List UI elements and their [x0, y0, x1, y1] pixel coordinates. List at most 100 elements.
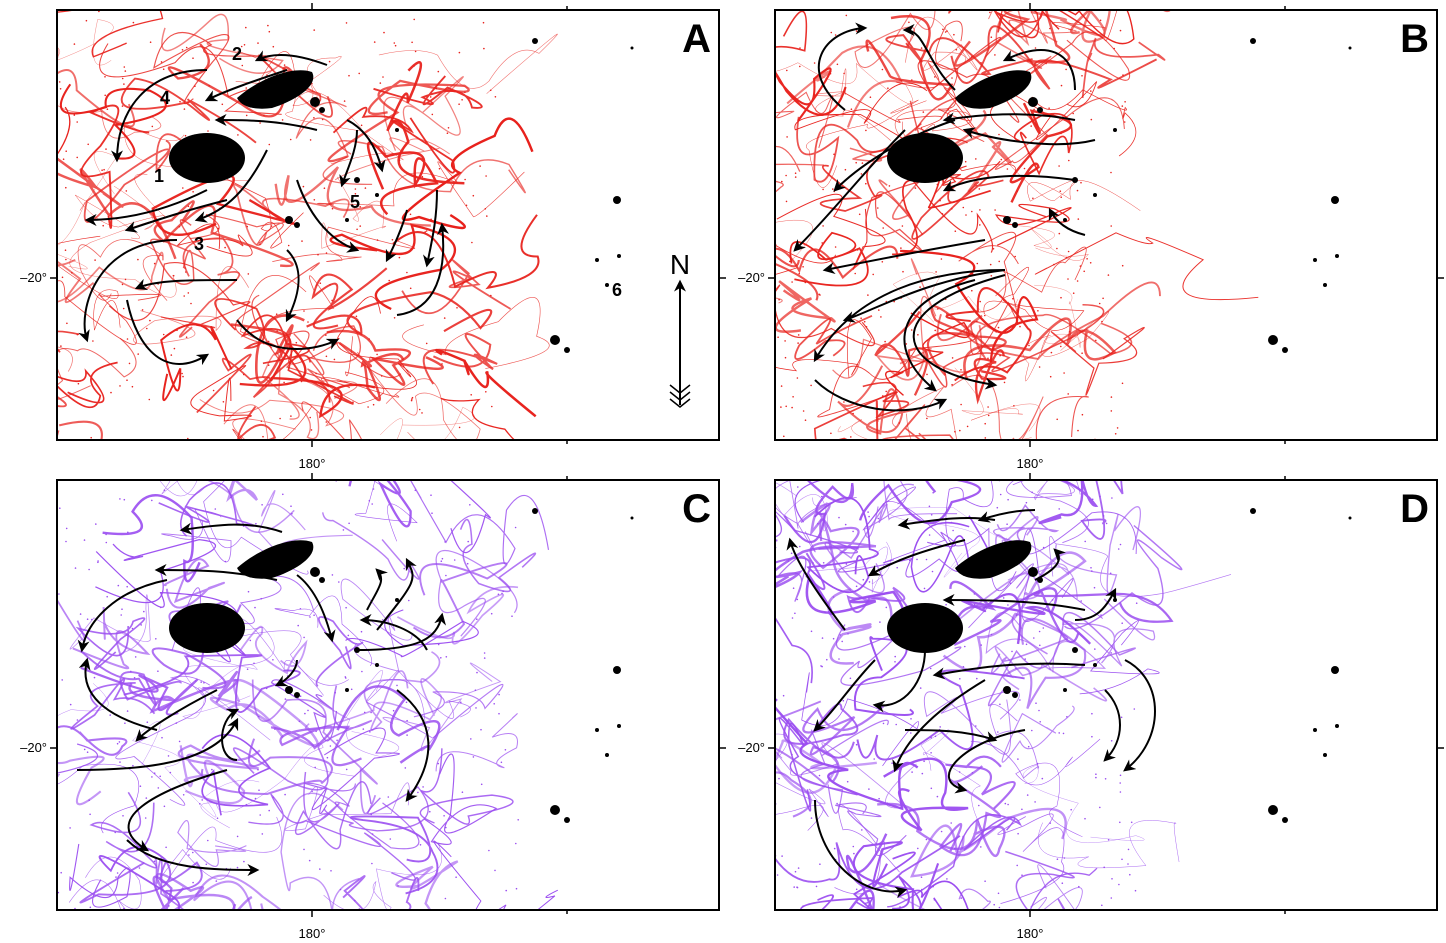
tracer-filament [167, 43, 304, 118]
tracer-dot [802, 266, 804, 268]
region-number: 2 [232, 44, 242, 64]
island [617, 254, 621, 258]
tracer-dot [818, 774, 821, 777]
tracer-filament [233, 685, 373, 791]
tracer-dot [438, 167, 441, 170]
tracer-dot [308, 859, 311, 862]
region-number: 6 [612, 280, 622, 300]
tracer-dot [284, 698, 287, 700]
tracer-filament [280, 792, 360, 910]
tracer-dot [74, 567, 77, 569]
island [345, 218, 349, 222]
tracer-filament [305, 782, 420, 850]
tracer-filament [205, 480, 295, 534]
tracer-dot [872, 273, 874, 276]
tracer-dot [474, 689, 477, 691]
tracer-dot [1102, 297, 1104, 300]
tracer-dot [812, 562, 814, 564]
tracer-dot [483, 652, 486, 654]
tracer-filament [802, 704, 885, 783]
tracer-dot [179, 100, 181, 103]
x-tick-label: 180° [1017, 926, 1044, 941]
tracer-dot [1058, 165, 1060, 167]
tracer-dot [1017, 758, 1019, 760]
tracer-filament [885, 34, 1033, 76]
tracer-dot [77, 382, 80, 385]
tracer-filament [321, 512, 420, 581]
tracer-filament [775, 280, 836, 333]
tracer-dot [951, 383, 953, 386]
tracer-dot [260, 597, 262, 600]
tracer-filament [163, 558, 225, 609]
tracer-filament [317, 670, 400, 757]
tracer-dot [980, 846, 982, 848]
flow-arrow [903, 279, 976, 392]
tracer-dot [998, 133, 1000, 136]
tracer-dot [1067, 278, 1069, 280]
tracer-dot [1123, 121, 1126, 123]
tracer-dot [187, 292, 190, 294]
island [550, 805, 560, 815]
tracer-dot [1027, 152, 1030, 154]
flow-arrow [396, 689, 430, 802]
tracer-dot [1012, 297, 1014, 300]
tracer-dot [833, 190, 836, 193]
tracer-dot [245, 26, 247, 29]
tracer-dot [498, 693, 500, 696]
tracer-filament [132, 721, 260, 818]
tracer-dot [445, 574, 447, 577]
tracer-dot [183, 295, 185, 297]
tracer-dot [86, 751, 89, 753]
tracer-dot [199, 803, 201, 805]
tracer-filament [189, 214, 287, 246]
tracer-dot [169, 771, 172, 774]
tracer-dot [65, 258, 67, 261]
tracer-dot [429, 96, 432, 98]
tracer-dot [411, 398, 413, 400]
tracer-filament [57, 235, 121, 331]
tracer-dot [387, 796, 390, 798]
tracer-dot [1121, 264, 1124, 267]
tracer-dot [74, 907, 76, 910]
tracer-dot [59, 88, 62, 90]
tracer-dot [362, 728, 365, 730]
tracer-dot [1019, 325, 1021, 328]
tracer-dot [309, 416, 311, 419]
tracer-dot [836, 63, 839, 66]
tracer-dot [824, 611, 826, 614]
tracer-dot [997, 731, 999, 733]
tracer-dot [796, 598, 799, 601]
map-content [775, 10, 1352, 440]
tracer-filament [775, 804, 824, 831]
tracer-dot [360, 630, 363, 633]
tracer-dot [368, 338, 371, 340]
tracer-filament [301, 401, 363, 440]
tracer-dot [791, 753, 793, 756]
island [1063, 688, 1067, 692]
tracer-dot [987, 414, 990, 417]
tracer-dot [846, 780, 849, 783]
tracer-filament [248, 793, 416, 881]
tracer-dot [785, 174, 787, 177]
tracer-dot [910, 329, 913, 331]
tracer-dot [201, 799, 203, 801]
tracer-dot [85, 19, 88, 22]
tracer-dot [453, 559, 456, 561]
tracer-dot [205, 863, 208, 866]
tracer-dot [83, 748, 86, 751]
tracer-dot [265, 687, 268, 690]
tracer-dot [480, 783, 483, 786]
tracer-dot [151, 499, 153, 502]
tracer-dot [159, 606, 162, 609]
island [617, 724, 621, 728]
tracer-dot [1077, 218, 1080, 220]
tracer-dot [960, 369, 962, 371]
tracer-dot [976, 262, 979, 265]
tracer-filament [883, 757, 969, 832]
tracer-dot [472, 194, 475, 197]
tracer-dot [1103, 866, 1105, 869]
flow-arrow [814, 379, 948, 412]
tracer-dot [964, 645, 966, 648]
tracer-dot [839, 634, 842, 636]
island [1348, 516, 1352, 520]
